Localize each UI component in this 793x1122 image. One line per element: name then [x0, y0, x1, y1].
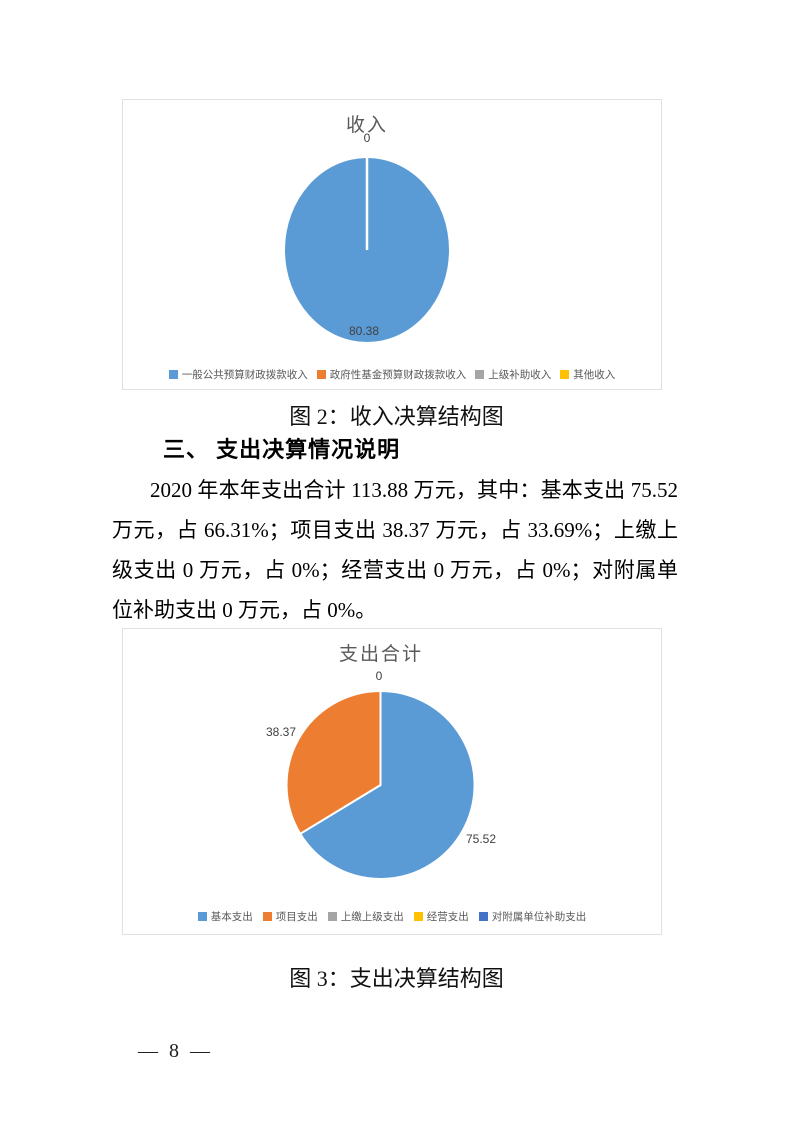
income-pie-graphic — [285, 158, 449, 342]
chart-title: 收入 — [345, 115, 388, 136]
expenditure-pie-chart: 支出合计 0 38.37 75.52 基本支出 项目支出 上缴上级支出 经营支 — [122, 628, 662, 935]
legend-item: 一般公共预算财政拨款收入 — [168, 367, 308, 382]
legend-label: 经营支出 — [426, 911, 469, 923]
legend-swatch-gray-icon — [475, 370, 485, 379]
chart-title: 支出合计 — [338, 644, 423, 665]
pie-slice-basic-expenditure — [299, 690, 476, 880]
legend-label: 上缴上级支出 — [340, 911, 404, 923]
legend-swatch-gray-icon — [327, 912, 337, 921]
body-paragraph: 2020 年本年支出合计 113.88 万元，其中：基本支出 75.52 万元，… — [112, 470, 678, 630]
pie-slice-project-expenditure — [285, 690, 382, 835]
expenditure-legend: 基本支出 项目支出 上缴上级支出 经营支出 对附属单位补助支出 — [123, 909, 661, 924]
section-heading: 三、 支出决算情况说明 — [163, 437, 401, 462]
legend-item: 政府性基金预算财政拨款收入 — [316, 367, 467, 382]
income-legend: 一般公共预算财政拨款收入 政府性基金预算财政拨款收入 上级补助收入 其他收入 — [123, 367, 661, 382]
pie-data-label-zero: 0 — [375, 669, 383, 683]
legend-swatch-orange-icon — [316, 370, 326, 379]
paragraph-line: 2020 年本年支出合计 113.88 万元，其中：基本支出 75.52 — [150, 478, 678, 502]
legend-label: 上级补助收入 — [488, 369, 552, 381]
legend-item: 上缴上级支出 — [327, 909, 404, 924]
legend-item: 其他收入 — [560, 367, 615, 382]
pie-data-label-basic: 75.52 — [465, 832, 497, 846]
legend-item: 经营支出 — [413, 909, 469, 924]
figure3-caption: 图 3：支出决算结构图 — [289, 966, 504, 991]
expenditure-pie-graphic — [285, 690, 476, 880]
figure2-caption: 图 2：收入决算结构图 — [289, 404, 504, 429]
legend-swatch-darkblue-icon — [478, 912, 488, 921]
paragraph-line: 级支出 0 万元，占 0%；经营支出 0 万元，占 0%；对附属单 — [112, 558, 679, 582]
paragraph-line: 万元，占 66.31%；项目支出 38.37 万元，占 33.69%；上缴上 — [112, 518, 678, 542]
legend-label: 一般公共预算财政拨款收入 — [181, 369, 308, 381]
pie-data-label-project: 38.37 — [265, 725, 297, 739]
legend-item: 上级补助收入 — [475, 367, 551, 382]
pie-data-label-main: 80.38 — [348, 324, 380, 338]
legend-swatch-blue-icon — [168, 370, 178, 379]
pie-data-label-zero: 0 — [363, 131, 371, 145]
legend-item: 项目支出 — [262, 909, 318, 924]
legend-swatch-yellow-icon — [413, 912, 423, 921]
legend-swatch-orange-icon — [262, 912, 272, 921]
legend-item: 对附属单位补助支出 — [478, 909, 587, 924]
income-pie-chart: 收入 0 80.38 一般公共预算财政拨款收入 政府性基金预算财政拨款收入 上级… — [122, 99, 662, 390]
page-number: — 8 — — [138, 1040, 213, 1062]
legend-swatch-yellow-icon — [560, 370, 570, 379]
legend-label: 对附属单位补助支出 — [491, 911, 587, 923]
legend-label: 政府性基金预算财政拨款收入 — [329, 369, 467, 381]
legend-label: 其他收入 — [573, 369, 616, 381]
legend-swatch-blue-icon — [197, 912, 207, 921]
legend-label: 项目支出 — [275, 911, 318, 923]
paragraph-line: 位补助支出 0 万元，占 0%。 — [112, 598, 377, 622]
legend-label: 基本支出 — [210, 911, 253, 923]
legend-item: 基本支出 — [197, 909, 253, 924]
